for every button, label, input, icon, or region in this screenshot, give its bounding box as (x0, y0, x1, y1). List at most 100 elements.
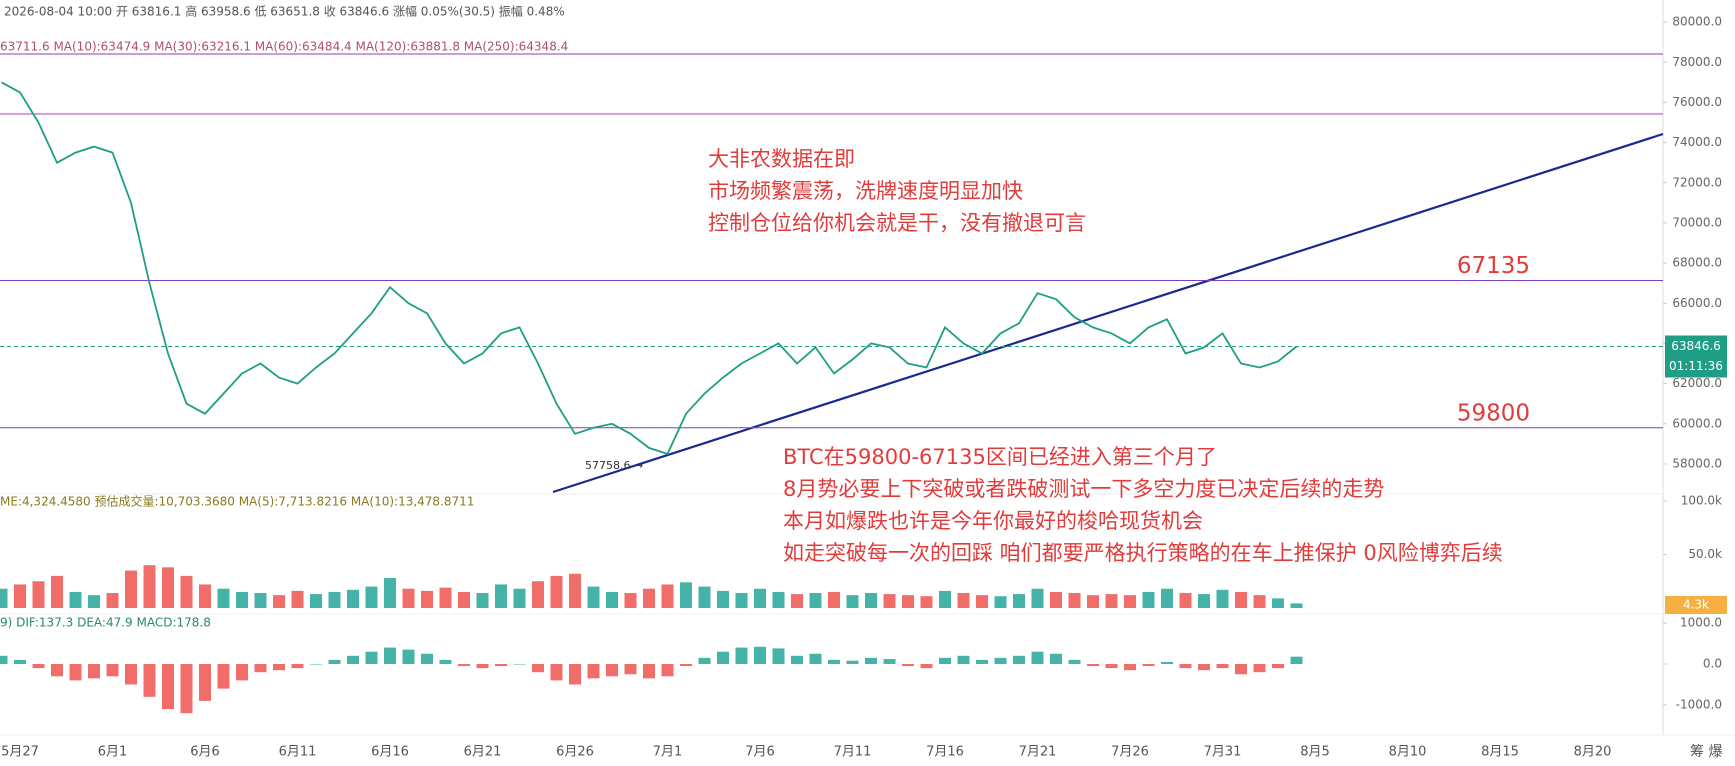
macd-bar (1253, 664, 1266, 673)
y-tick-label: 70000.0 (1672, 215, 1722, 229)
volume-bar (735, 593, 748, 608)
macd-bar (550, 664, 563, 681)
y-tick-label: 68000.0 (1672, 256, 1722, 270)
volume-bar (106, 593, 119, 608)
volume-tag-label: 4.3k (1683, 598, 1709, 612)
annotation: BTC在59800-67135区间已经进入第三个月了 (783, 445, 1217, 469)
volume-bar (291, 590, 304, 608)
corner-icons[interactable]: 筹 爆 (1690, 743, 1722, 760)
volume-bar (476, 593, 489, 608)
macd-bar (402, 649, 415, 664)
macd-bar (828, 659, 840, 664)
volume-bar (365, 586, 378, 608)
macd-bar (1105, 664, 1118, 669)
macd-bar (347, 655, 359, 664)
volume-bar (976, 595, 988, 608)
volume-bar (180, 575, 193, 608)
macd-bar (217, 664, 230, 689)
volume-bar (1105, 594, 1118, 608)
macd-bar (1161, 661, 1173, 664)
annotation: 控制仓位给你机会就是干，没有撤退可言 (708, 211, 1086, 235)
macd-bar (14, 659, 26, 664)
macd-bar (0, 655, 8, 664)
annotation: 大非农数据在即 (708, 147, 855, 171)
macd-bar (920, 664, 933, 669)
macd-bar (162, 664, 174, 710)
macd-bar (1290, 656, 1303, 664)
volume-bar (865, 593, 877, 608)
last-price-tag (1665, 335, 1727, 378)
macd-bar (735, 647, 748, 664)
volume-bar (569, 573, 581, 608)
volume-bar (1124, 595, 1136, 608)
macd-bar (310, 664, 322, 665)
macd-bar (143, 664, 156, 697)
x-tick-label: 8月5 (1300, 745, 1330, 760)
volume-bar (88, 595, 100, 608)
macd-bar (606, 664, 618, 677)
y-tick-label: 66000.0 (1672, 296, 1722, 310)
macd-bar (1272, 664, 1284, 669)
macd-bar (180, 664, 193, 714)
volume-bar (32, 581, 45, 608)
x-tick-label: 8月15 (1481, 745, 1519, 760)
macd-bar (661, 664, 674, 677)
macd-bar (513, 664, 526, 665)
annotation: 如走突破每一次的回踩 咱们都要严格执行策略的在车上推保护 0风险博弈后续 (783, 541, 1503, 565)
annotation: 市场频繁震荡，洗牌速度明显加快 (708, 179, 1023, 203)
volume-bar (772, 591, 785, 608)
x-tick-label: 7月26 (1111, 745, 1149, 760)
volume-bar (1198, 594, 1210, 608)
volume-bar (717, 590, 729, 608)
macd-bar (902, 664, 914, 667)
macd-bar (939, 657, 951, 664)
volume-bar (310, 594, 322, 608)
volume-bar (957, 593, 970, 608)
volume-bar (421, 590, 433, 608)
volume-bar (51, 575, 63, 608)
countdown: 01:11:36 (1669, 359, 1723, 373)
macd-bar (883, 659, 896, 664)
volume-bar (1050, 591, 1062, 608)
volume-bar (920, 596, 933, 608)
volume-bar (809, 593, 822, 608)
macd-bar (1235, 664, 1247, 675)
volume-bar (661, 584, 674, 608)
x-tick-label: 7月1 (653, 745, 683, 760)
volume-bar (624, 593, 637, 608)
macd-bar (236, 664, 248, 681)
volume-bar (550, 575, 563, 608)
y-tick-label: 100.0k (1681, 494, 1722, 508)
macd-bar (1198, 664, 1210, 671)
volume-bar (532, 581, 544, 608)
volume-bar (14, 584, 26, 608)
level-label: 59800 (1457, 400, 1530, 426)
macd-bar (1031, 651, 1044, 664)
volume-bar (680, 582, 692, 608)
macd-bar (254, 664, 267, 673)
volume-bar (587, 586, 600, 608)
macd-bar (199, 664, 211, 701)
y-tick-label: 74000.0 (1672, 135, 1722, 149)
volume-bar (883, 594, 896, 608)
macd-bar (69, 664, 82, 681)
volume-header: ME:4,324.4580 预估成交量:10,703.3680 MA(5):7,… (0, 494, 474, 509)
volume-bar (513, 588, 526, 608)
volume-bar (902, 595, 914, 608)
volume-bar (643, 588, 655, 608)
macd-bar (994, 657, 1007, 664)
annotation: 8月势必要上下突破或者跌破测试一下多空力度已决定后续的走势 (783, 477, 1384, 501)
y-tick-label: -1000.0 (1676, 698, 1722, 712)
macd-bar (772, 648, 785, 664)
macd-bar (569, 664, 581, 685)
volume-bar (846, 595, 859, 608)
volume-bar (1087, 595, 1099, 608)
macd-bar (957, 655, 970, 664)
macd-bar (458, 664, 470, 667)
volume-bar (1235, 591, 1247, 608)
macd-bar (1216, 664, 1229, 669)
macd-bar (791, 655, 803, 664)
macd-bar (328, 659, 341, 664)
